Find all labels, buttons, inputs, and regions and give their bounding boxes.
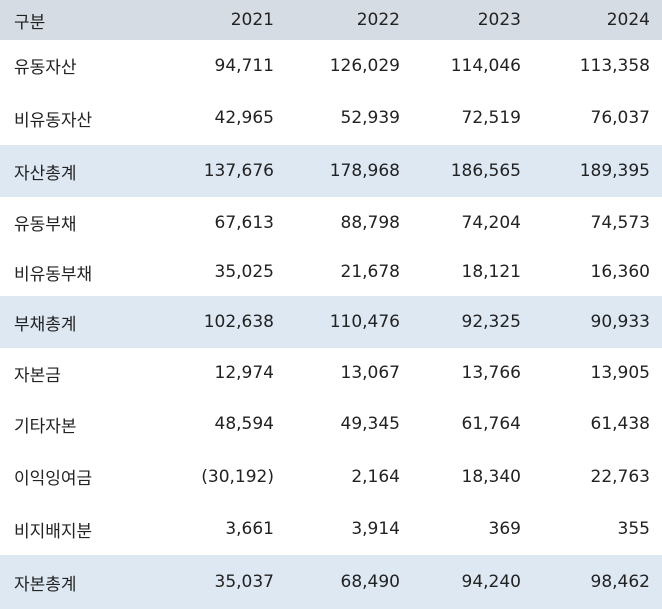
row-label: 비유동자산	[14, 110, 93, 131]
cell-2023: 94,240	[461, 572, 521, 592]
table-row: 비지배지분 3,661 3,914 369 355	[0, 503, 662, 555]
cell-2022: 68,490	[340, 572, 400, 592]
cell-2023: 61,764	[461, 414, 521, 434]
row-label: 유동부채	[14, 215, 77, 235]
cell-2023: 72,519	[461, 108, 521, 128]
cell-2023: 92,325	[461, 312, 521, 332]
table-row: 비유동자산 42,965 52,939 72,519 76,037	[0, 91, 662, 145]
cell-2024: 355	[617, 519, 650, 539]
cell-2023: 114,046	[450, 55, 521, 76]
row-label: 자본금	[14, 365, 61, 386]
cell-2022: 13,067	[340, 363, 400, 383]
cell-2021: 48,594	[214, 414, 274, 434]
cell-2022: 178,968	[329, 161, 400, 181]
row-label: 부채총계	[14, 314, 77, 335]
cell-2022: 110,476	[329, 312, 400, 332]
row-label: 유동자산	[14, 58, 77, 78]
cell-2024: 74,573	[590, 212, 650, 233]
table-row: 이익잉여금 (30,192) 2,164 18,340 22,763	[0, 450, 662, 503]
cell-2022: 88,798	[340, 212, 400, 233]
cell-2024: 98,462	[590, 572, 650, 592]
cell-2024: 61,438	[590, 414, 650, 434]
header-year-2023: 2023	[477, 10, 521, 30]
cell-2021: 35,025	[214, 262, 274, 282]
cell-2022: 52,939	[340, 108, 400, 128]
table-header-row: 구분 2021 2022 2023 2024	[0, 0, 662, 40]
header-year-2024: 2024	[606, 10, 650, 30]
row-label: 자본총계	[14, 574, 77, 595]
header-category: 구분	[14, 12, 46, 33]
cell-2023: 186,565	[450, 161, 521, 181]
cell-2024: 90,933	[590, 312, 650, 332]
cell-2023: 13,766	[461, 363, 521, 383]
row-label: 기타자본	[14, 416, 77, 437]
total-row: 자산총계 137,676 178,968 186,565 189,395	[0, 145, 662, 197]
cell-2021: 137,676	[203, 161, 274, 181]
table-row: 비유동부채 35,025 21,678 18,121 16,360	[0, 248, 662, 296]
cell-2024: 76,037	[590, 108, 650, 128]
cell-2022: 2,164	[351, 466, 400, 487]
total-row: 부채총계 102,638 110,476 92,325 90,933	[0, 296, 662, 348]
cell-2021: 102,638	[203, 312, 274, 332]
table-row: 유동자산 94,711 126,029 114,046 113,358	[0, 40, 662, 91]
row-label: 비유동부채	[14, 264, 93, 285]
cell-2023: 74,204	[461, 212, 521, 233]
cell-2022: 126,029	[329, 55, 400, 76]
cell-2021: 12,974	[214, 363, 274, 383]
row-label: 비지배지분	[14, 521, 93, 542]
cell-2021: 94,711	[214, 55, 274, 76]
cell-2024: 16,360	[590, 262, 650, 282]
cell-2023: 369	[488, 519, 521, 539]
cell-2022: 21,678	[340, 262, 400, 282]
cell-2024: 13,905	[590, 363, 650, 383]
table-row: 자본금 12,974 13,067 13,766 13,905	[0, 348, 662, 398]
cell-2023: 18,121	[461, 262, 521, 282]
cell-2024: 113,358	[579, 55, 650, 76]
cell-2021: 67,613	[214, 212, 274, 233]
cell-2021: 42,965	[214, 108, 274, 128]
cell-2021: 35,037	[214, 572, 274, 592]
header-year-2022: 2022	[356, 10, 400, 30]
cell-2024: 22,763	[590, 466, 650, 487]
cell-2022: 3,914	[351, 519, 400, 539]
cell-2023: 18,340	[461, 466, 521, 487]
total-row: 자본총계 35,037 68,490 94,240 98,462	[0, 555, 662, 609]
cell-2024: 189,395	[579, 161, 650, 181]
cell-2021: 3,661	[225, 519, 274, 539]
header-year-2021: 2021	[230, 10, 274, 30]
table-row: 기타자본 48,594 49,345 61,764 61,438	[0, 398, 662, 450]
cell-2022: 49,345	[340, 414, 400, 434]
row-label: 자산총계	[14, 163, 77, 184]
cell-2021: (30,192)	[201, 466, 274, 487]
table-row: 유동부채 67,613 88,798 74,204 74,573	[0, 197, 662, 248]
row-label: 이익잉여금	[14, 469, 93, 489]
